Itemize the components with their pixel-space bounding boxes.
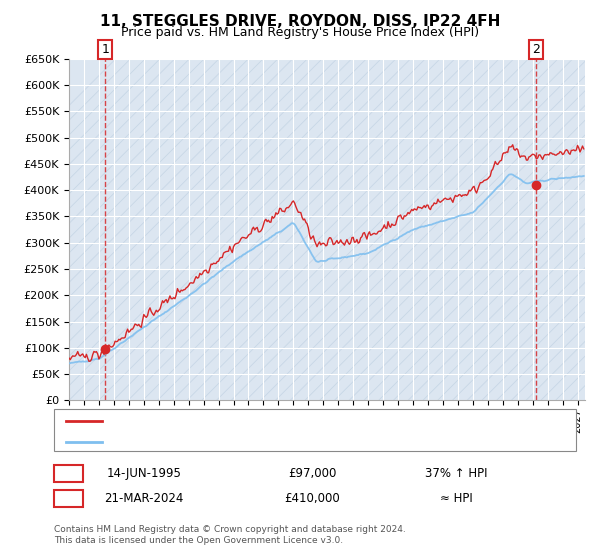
Text: ≈ HPI: ≈ HPI <box>440 492 472 505</box>
Text: 1: 1 <box>64 466 73 480</box>
Text: This data is licensed under the Open Government Licence v3.0.: This data is licensed under the Open Gov… <box>54 536 343 545</box>
Text: 1: 1 <box>101 43 109 56</box>
Text: 37% ↑ HPI: 37% ↑ HPI <box>425 466 487 480</box>
Text: HPI: Average price, detached house, South Norfolk: HPI: Average price, detached house, Sout… <box>108 437 372 446</box>
Text: £97,000: £97,000 <box>288 466 336 480</box>
Text: 21-MAR-2024: 21-MAR-2024 <box>104 492 184 505</box>
Text: 2: 2 <box>532 43 541 56</box>
Text: 2: 2 <box>64 492 73 505</box>
Text: 11, STEGGLES DRIVE, ROYDON, DISS, IP22 4FH (detached house): 11, STEGGLES DRIVE, ROYDON, DISS, IP22 4… <box>108 416 448 426</box>
Text: 11, STEGGLES DRIVE, ROYDON, DISS, IP22 4FH: 11, STEGGLES DRIVE, ROYDON, DISS, IP22 4… <box>100 14 500 29</box>
Text: 14-JUN-1995: 14-JUN-1995 <box>107 466 181 480</box>
Text: £410,000: £410,000 <box>284 492 340 505</box>
Text: Contains HM Land Registry data © Crown copyright and database right 2024.: Contains HM Land Registry data © Crown c… <box>54 525 406 534</box>
Text: Price paid vs. HM Land Registry's House Price Index (HPI): Price paid vs. HM Land Registry's House … <box>121 26 479 39</box>
